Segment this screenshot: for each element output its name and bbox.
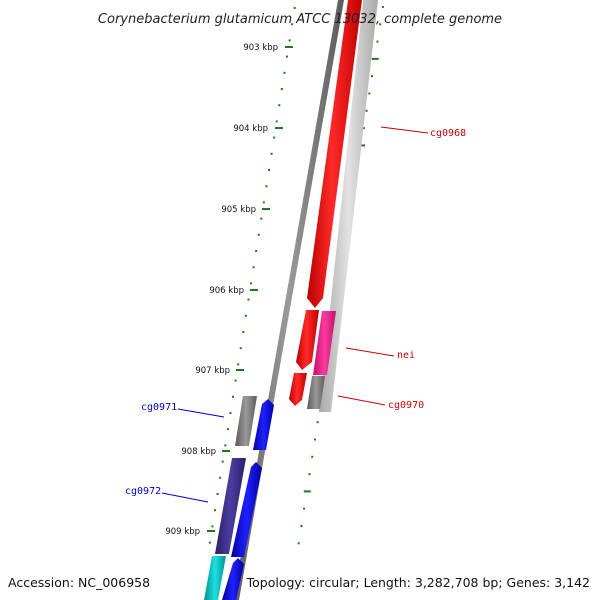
gc-content-band bbox=[319, 0, 378, 412]
leader-nei bbox=[345, 347, 395, 357]
gene-label-cg0970[interactable]: cg0970 bbox=[388, 400, 424, 411]
leader-cg0968 bbox=[380, 126, 429, 134]
cds-red-fragment-1[interactable] bbox=[296, 310, 319, 370]
accession-text: Accession: NC_006958 bbox=[8, 575, 150, 590]
inner-ruler-ticks bbox=[207, 7, 296, 544]
gene-cg0971-arrow[interactable] bbox=[235, 396, 257, 446]
cds-blue-2[interactable] bbox=[231, 462, 262, 557]
cds-blue-3[interactable] bbox=[222, 558, 244, 600]
gene-label-cg0968[interactable]: cg0968 bbox=[430, 128, 466, 139]
ruler-labels: 903 kbp 904 kbp 905 kbp 906 kbp 907 kbp … bbox=[165, 43, 278, 537]
gene-label-cg0972[interactable]: cg0972 bbox=[125, 486, 161, 497]
tick-label-908: 908 kbp bbox=[181, 447, 216, 457]
leader-cg0970 bbox=[337, 395, 386, 406]
gene-cg0972-arrow[interactable] bbox=[215, 458, 246, 554]
gene-label-nei[interactable]: nei bbox=[397, 350, 415, 361]
tick-label-909: 909 kbp bbox=[165, 527, 200, 537]
tick-label-905: 905 kbp bbox=[221, 205, 256, 215]
gene-cg0968-arrow[interactable] bbox=[307, 0, 362, 308]
leader-cg0972 bbox=[161, 492, 209, 503]
tick-label-906: 906 kbp bbox=[209, 286, 244, 296]
gene-nei-arrow[interactable] bbox=[313, 311, 336, 375]
map-title: Corynebacterium glutamicum ATCC 13032, c… bbox=[98, 12, 502, 27]
gene-cg0970-arrow[interactable] bbox=[307, 376, 325, 409]
genome-stats-text: Topology: circular; Length: 3,282,708 bp… bbox=[246, 575, 590, 590]
tick-label-907: 907 kbp bbox=[195, 366, 230, 376]
leader-cg0971 bbox=[177, 408, 225, 418]
cds-red-fragment-2[interactable] bbox=[289, 373, 307, 406]
tick-label-903: 903 kbp bbox=[243, 43, 278, 53]
cds-cyan[interactable] bbox=[204, 556, 226, 600]
tick-label-904: 904 kbp bbox=[233, 124, 268, 134]
cds-blue-1[interactable] bbox=[253, 399, 274, 450]
gene-label-cg0971[interactable]: cg0971 bbox=[141, 402, 177, 413]
